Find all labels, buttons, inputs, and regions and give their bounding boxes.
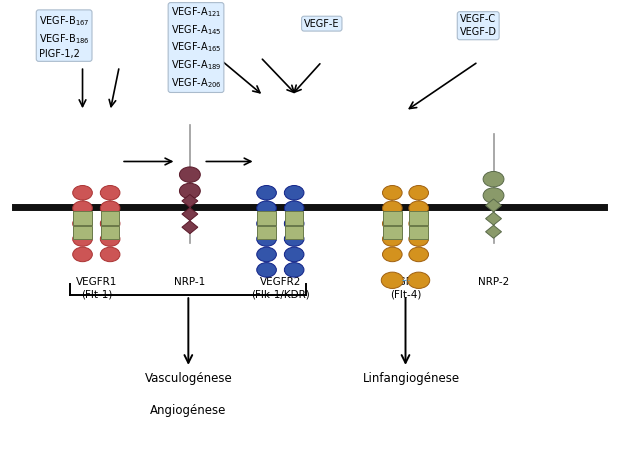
Circle shape [284,247,304,262]
FancyBboxPatch shape [101,226,119,240]
Polygon shape [182,207,198,221]
Circle shape [383,232,402,246]
Circle shape [409,216,428,231]
Text: VEGFR3
(Flt-4): VEGFR3 (Flt-4) [385,277,426,300]
Circle shape [284,185,304,200]
Text: VEGFR1
(Flt-1): VEGFR1 (Flt-1) [76,277,117,300]
Circle shape [72,216,92,231]
Text: NRP-2: NRP-2 [478,277,509,287]
Circle shape [100,247,120,262]
Circle shape [72,232,92,246]
Text: VEGF-B$_{167}$
VEGF-B$_{186}$
PlGF-1,2: VEGF-B$_{167}$ VEGF-B$_{186}$ PlGF-1,2 [38,14,90,59]
Circle shape [381,272,404,288]
FancyBboxPatch shape [101,211,119,224]
FancyBboxPatch shape [258,226,275,240]
Circle shape [257,247,276,262]
Circle shape [180,183,201,199]
FancyBboxPatch shape [383,211,402,224]
Polygon shape [485,225,501,238]
Circle shape [100,185,120,200]
Circle shape [383,247,402,262]
FancyBboxPatch shape [410,211,428,224]
Text: VEGF-E: VEGF-E [304,19,339,28]
Circle shape [408,272,430,288]
FancyBboxPatch shape [410,226,428,240]
Circle shape [284,263,304,277]
Circle shape [72,247,92,262]
Text: Linfangiogénese: Linfangiogénese [363,372,460,386]
FancyBboxPatch shape [73,211,92,224]
Circle shape [409,247,428,262]
Circle shape [257,232,276,246]
Circle shape [100,232,120,246]
Text: VEGF-A$_{121}$
VEGF-A$_{145}$
VEGF-A$_{165}$
VEGF-A$_{189}$
VEGF-A$_{206}$: VEGF-A$_{121}$ VEGF-A$_{145}$ VEGF-A$_{1… [171,5,222,90]
Circle shape [72,201,92,215]
Circle shape [409,232,428,246]
Circle shape [409,201,428,215]
FancyBboxPatch shape [285,226,303,240]
Circle shape [257,263,276,277]
Polygon shape [182,195,198,207]
Text: NRP-1: NRP-1 [175,277,206,287]
Circle shape [100,216,120,231]
FancyBboxPatch shape [258,211,275,224]
Circle shape [284,216,304,231]
FancyBboxPatch shape [383,226,402,240]
Circle shape [383,201,402,215]
Circle shape [284,201,304,215]
Circle shape [483,172,504,187]
Polygon shape [485,199,501,212]
FancyBboxPatch shape [73,226,92,240]
Circle shape [100,201,120,215]
Circle shape [257,201,276,215]
Circle shape [257,185,276,200]
Circle shape [284,232,304,246]
FancyBboxPatch shape [285,211,303,224]
Circle shape [383,185,402,200]
Polygon shape [485,212,501,225]
Circle shape [383,216,402,231]
Circle shape [72,185,92,200]
Text: Angiogénese: Angiogénese [150,404,227,417]
Circle shape [257,216,276,231]
Text: Vasculogénese: Vasculogénese [144,372,232,386]
Polygon shape [182,221,198,234]
Text: VEGF-C
VEGF-D: VEGF-C VEGF-D [460,14,496,37]
Circle shape [409,185,428,200]
Circle shape [483,188,504,203]
Circle shape [180,167,201,182]
Text: VEGFR2
(Flk-1/KDR): VEGFR2 (Flk-1/KDR) [251,277,310,300]
